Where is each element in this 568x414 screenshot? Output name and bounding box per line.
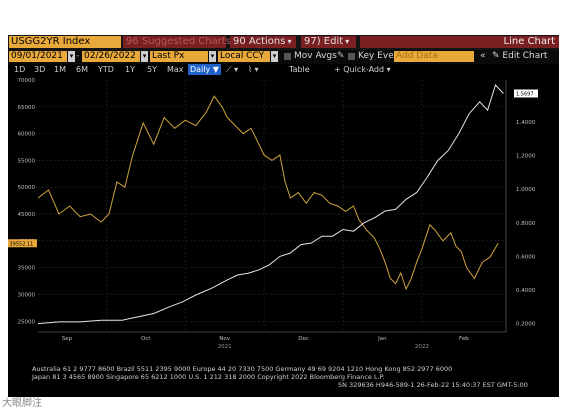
ticker-field[interactable]: USGG2YR Index [9,36,121,48]
left-tick-label: 30000 [18,292,36,298]
period-max[interactable]: Max [167,65,184,74]
line-style-icon[interactable]: ⟋ ▾ [226,65,239,74]
period-1d[interactable]: 1D [14,65,26,74]
start-date-field[interactable]: 09/01/2021 [9,51,67,62]
x-tick-label: Dec [298,336,309,342]
left-tick-label: 60000 [18,132,36,138]
chevron-down-icon[interactable]: ▾ [271,51,278,62]
edit-label: 97) Edit [304,36,344,47]
suggested-charts-button[interactable]: 96 Suggested Charts [123,36,231,48]
date-separator: - [76,51,80,61]
pencil-icon[interactable]: ✎ [337,51,345,61]
chevron-down-icon: ▾ [386,65,391,74]
last-value-label-left: 39552.11 [10,241,34,247]
edit-button[interactable]: 97) Edit ▾ [301,36,356,48]
toolbar-range: 09/01/2021 ▾ - 02/26/2022 ▾ Last Px ▾ Lo… [8,50,559,64]
x-year-label: 2021 [218,344,232,350]
toolbar-spacer [360,36,439,48]
period-1m[interactable]: 1M [54,65,66,74]
left-tick-label: 70000 [18,78,36,84]
watermark: 大眼脚注 [2,398,42,409]
edit-chart-label: Edit Chart [502,51,548,61]
last-value-label-right: 1.5697 [516,91,534,97]
mov-avgs-checkbox[interactable] [284,53,291,60]
quick-add-label: + Quick-Add [334,65,385,74]
end-date-field[interactable]: 02/26/2022 [82,51,140,62]
footer-timestamp: SN 329636 H946-589-1 26-Feb-22 15:40:37 … [338,381,528,389]
frequency-select[interactable]: Daily ▼ [188,64,221,75]
right-tick-label: 0.8000 [516,221,536,227]
left-tick-label: 55000 [18,158,36,164]
chart-type-title: Line Chart [439,36,559,48]
right-tick-label: 1.4000 [516,120,536,126]
quick-add-button[interactable]: + Quick-Add ▾ [334,65,391,75]
field-select[interactable]: Last Px [150,51,208,62]
collapse-icon[interactable]: « [480,51,486,61]
calendar-icon[interactable]: ▾ [141,51,148,62]
right-tick-label: 0.4000 [516,288,536,294]
right-tick-label: 1.0000 [516,187,536,193]
table-button[interactable]: Table [289,65,310,74]
right-tick-label: 0.6000 [516,254,536,260]
series-line-right [37,84,504,325]
actions-label: 90 Actions [233,36,286,47]
x-tick-label: Feb [459,336,469,342]
calendar-icon[interactable]: ▾ [68,51,75,62]
mov-avgs-label: Mov Avgs [294,51,337,61]
right-tick-label: 0.2000 [516,322,536,328]
actions-button[interactable]: 90 Actions ▾ [230,36,296,48]
chevron-down-icon: ▾ [345,37,350,46]
footer-phones: Australia 61 2 9777 8600 Brazil 5511 239… [32,365,453,373]
bloomberg-terminal: USGG2YR Index 96 Suggested Charts 90 Act… [8,35,559,397]
right-tick-label: 1.2000 [516,154,536,160]
left-tick-label: 25000 [18,319,36,325]
period-5y[interactable]: 5Y [147,65,157,74]
currency-select[interactable]: Local CCY [218,51,270,62]
left-tick-label: 65000 [18,105,36,111]
frequency-label: Daily [190,65,211,74]
toolbar-top: USGG2YR Index 96 Suggested Charts 90 Act… [8,35,559,50]
period-1y[interactable]: 1Y [125,65,135,74]
toolbar-periods: 1D 3D 1M 6M YTD 1Y 5Y Max Daily ▼ ⟋ ▾ ⌇ … [8,64,559,76]
chart-style-icon[interactable]: ⌇ ▾ [248,65,259,74]
chevron-down-icon[interactable]: ▾ [209,51,216,62]
edit-chart-button[interactable]: ✎ Edit Chart [492,51,547,62]
left-tick-label: 45000 [18,212,36,218]
x-tick-label: Nov [219,336,230,342]
period-3d[interactable]: 3D [34,65,46,74]
x-year-label: 2022 [415,344,429,350]
add-data-input[interactable]: Add Data [394,51,474,62]
x-tick-label: Sep [62,336,73,342]
chevron-down-icon: ▼ [212,65,219,74]
key-events-label: Key Events [358,51,408,61]
period-ytd[interactable]: YTD [98,65,114,74]
x-tick-label: Jan [377,336,387,342]
x-tick-label: Oct [141,336,151,342]
period-6m[interactable]: 6M [76,65,88,74]
last-value-tag-right [514,89,538,98]
left-tick-label: 35000 [18,266,36,272]
left-tick-label: 50000 [18,185,36,191]
series-line-left [37,95,499,291]
chevron-down-icon: ▾ [287,37,292,46]
key-events-checkbox[interactable] [348,53,355,60]
footer-copyright: Japan 81 3 4565 8900 Singapore 65 6212 1… [32,373,385,381]
pencil-icon: ✎ [492,51,500,61]
last-value-tag-left [8,239,37,248]
line-chart: 2500030000350004000045000500005500060000… [8,78,538,350]
